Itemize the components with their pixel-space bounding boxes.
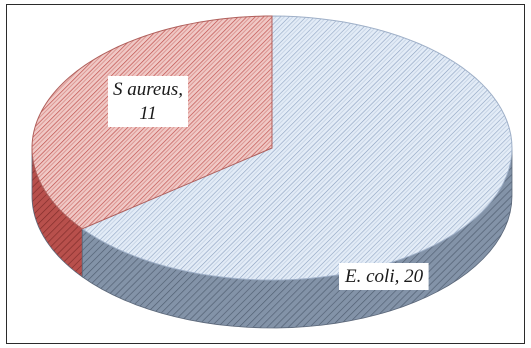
data-label-background (108, 76, 188, 127)
data-label-e-coli: E. coli, 20 (339, 263, 429, 290)
data-label-text: E. coli, 20 (344, 266, 424, 287)
data-label-s-aureus: S aureus, 11 (108, 76, 188, 127)
data-label-text: S aureus, (113, 79, 183, 100)
pie-slice-e-coli (81, 15, 513, 281)
data-label-background (339, 263, 429, 290)
data-label-text: 11 (139, 103, 157, 124)
